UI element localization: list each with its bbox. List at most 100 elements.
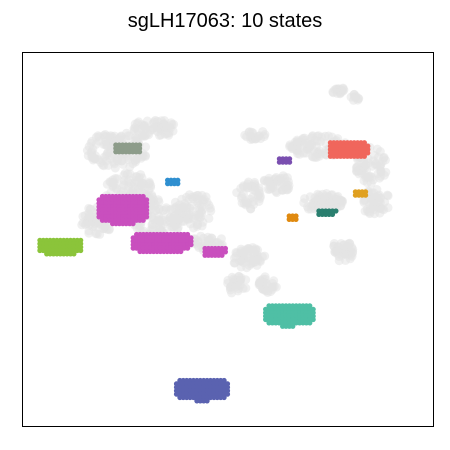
background-point (116, 131, 126, 141)
cluster-point (363, 192, 369, 198)
cluster-point (222, 249, 228, 255)
background-point (250, 181, 260, 191)
background-point (130, 119, 140, 129)
cluster-point (137, 149, 143, 155)
background-point (162, 129, 172, 138)
background-point (172, 224, 182, 234)
cluster-point (144, 214, 150, 220)
highlighted-clusters (37, 140, 371, 404)
background-point (337, 198, 347, 208)
cluster-2 (113, 142, 143, 155)
background-point (327, 132, 337, 142)
cluster-8 (316, 208, 339, 217)
background-point (251, 134, 261, 144)
background-point (255, 281, 265, 290)
background-point (365, 199, 375, 209)
background-point (293, 146, 303, 156)
background-point (238, 284, 248, 293)
background-point (263, 176, 273, 186)
cluster-4 (165, 177, 181, 187)
cluster-6 (96, 193, 150, 227)
cluster-10 (202, 245, 228, 258)
background-point (325, 195, 335, 205)
background-point (360, 170, 370, 180)
background-point (273, 176, 283, 186)
cluster-point (307, 320, 313, 326)
background-point (216, 234, 226, 244)
background-point (253, 255, 263, 265)
background-point (283, 177, 293, 187)
background-point (310, 135, 320, 145)
background-point (193, 196, 203, 206)
background-point (260, 251, 270, 261)
background-point (197, 221, 207, 231)
background-point (378, 156, 388, 166)
cluster-point (130, 221, 136, 227)
background-point (282, 185, 292, 195)
cluster-point (71, 251, 77, 257)
background-point (308, 152, 318, 162)
background-point (141, 142, 151, 152)
background-point (241, 196, 250, 206)
background-point (131, 172, 141, 182)
cluster-point (287, 159, 293, 165)
cluster-point (188, 242, 194, 248)
background-point (206, 206, 216, 216)
cluster-point (361, 153, 367, 159)
cluster-point (175, 181, 181, 187)
background-point (333, 249, 343, 259)
cluster-13 (173, 377, 231, 404)
cluster-point (224, 391, 231, 397)
background-point (84, 213, 94, 222)
background-point (160, 121, 170, 131)
background-point (107, 132, 117, 141)
cluster-11 (37, 237, 84, 257)
cluster-point (333, 208, 339, 214)
background-point (328, 87, 338, 97)
background-point (343, 239, 353, 249)
background-point (148, 123, 158, 133)
cluster-point (310, 316, 316, 323)
background-point (153, 195, 163, 205)
background-point (227, 288, 237, 298)
background-point (299, 198, 309, 208)
background-point (292, 136, 302, 146)
background-point (108, 178, 118, 188)
background-point (123, 169, 133, 179)
background-point (137, 130, 147, 140)
background-point (177, 194, 187, 204)
background-point (136, 153, 146, 163)
background-point (364, 207, 374, 217)
background-point (254, 197, 264, 206)
cluster-point (290, 323, 296, 329)
background-point (243, 179, 253, 189)
cluster-point (78, 247, 84, 254)
background-point (334, 256, 344, 266)
background-point (379, 170, 389, 180)
background-point (238, 258, 248, 267)
background-point (184, 194, 194, 204)
cluster-3 (276, 156, 293, 165)
background-point (84, 142, 94, 152)
background-point (189, 223, 198, 233)
cluster-point (293, 216, 299, 222)
cluster-5 (352, 189, 369, 198)
cluster-point (204, 398, 210, 404)
background-point (318, 189, 328, 199)
plot-frame (22, 52, 434, 427)
background-point (87, 153, 97, 162)
background-point (304, 143, 314, 153)
background-point (353, 93, 363, 103)
background-points (77, 83, 393, 298)
background-point (103, 160, 113, 170)
cluster-1 (327, 140, 371, 159)
background-point (245, 127, 255, 137)
background-point (91, 132, 101, 142)
cluster-12 (263, 303, 316, 329)
background-point (285, 140, 295, 150)
background-point (259, 132, 269, 142)
background-point (189, 214, 199, 224)
background-point (338, 84, 348, 94)
background-point (372, 144, 382, 154)
chart-title: sgLH17063: 10 states (127, 10, 323, 32)
